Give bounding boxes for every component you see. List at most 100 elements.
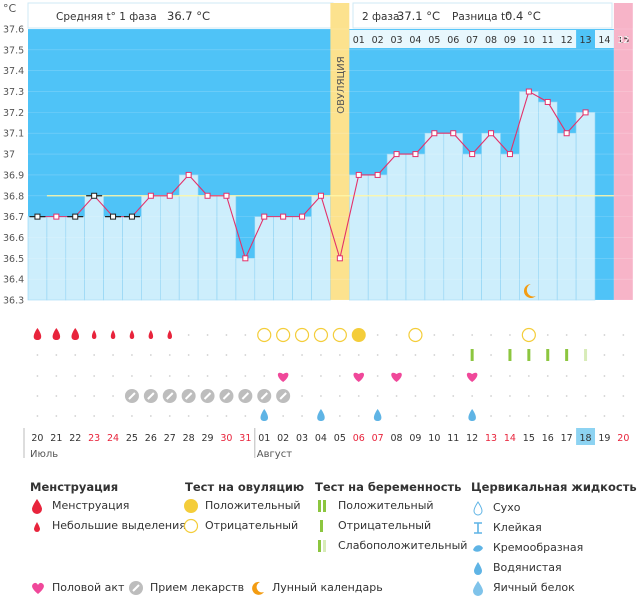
phase2-label: 2 фаза [362, 11, 399, 23]
row-dot [244, 334, 247, 336]
blood-drop-icon [32, 499, 42, 514]
row-dot [527, 375, 530, 377]
temp-point [393, 151, 400, 158]
row-dot [36, 354, 39, 356]
row-dot [509, 415, 511, 417]
calendar-date-label: 25 [126, 433, 138, 444]
temp-bar [141, 195, 161, 301]
row-dot [433, 395, 436, 397]
ovulation-header-cell [330, 3, 350, 29]
ovulation-negative-icon [276, 327, 291, 343]
temp-point [544, 98, 551, 105]
row-dot [301, 354, 303, 356]
calendar-date-label: 01 [258, 433, 270, 444]
calendar-date-label: 26 [145, 433, 157, 444]
luteal-day-label: 05 [428, 35, 440, 46]
legend-cervical-sticky-label: Клейкая [493, 521, 542, 534]
y-tick-label: 36.6 [3, 233, 24, 244]
luteal-day-label: 10 [523, 35, 535, 46]
row-dot [622, 375, 625, 377]
temp-point [374, 171, 381, 178]
pill-stroke [260, 392, 268, 400]
pill-icon [129, 581, 143, 595]
pregnancy-positive-icon [318, 500, 326, 512]
row-dot [36, 395, 39, 397]
row-dot [187, 415, 190, 417]
menstruation-icon [33, 328, 42, 340]
month-label: Август [257, 449, 292, 460]
temp-point [317, 192, 324, 199]
temp-point [488, 130, 495, 137]
heart-icon [466, 372, 478, 382]
row-dot [565, 395, 568, 397]
calendar-date-label: 29 [202, 433, 214, 444]
row-dot [338, 354, 341, 356]
row-dot [414, 354, 417, 356]
row-dot [187, 334, 190, 336]
row-dot [546, 334, 549, 336]
row-dot [433, 415, 436, 417]
calendar-date-label: 09 [409, 433, 421, 444]
row-dot [149, 415, 152, 417]
row-dot [509, 395, 511, 397]
pill-stroke [166, 392, 174, 400]
temp-point [525, 88, 532, 95]
menstruation-icon [71, 328, 79, 340]
temp-bar [575, 112, 596, 301]
row-dot [622, 354, 625, 356]
row-dot [546, 375, 549, 377]
ovulation-negative-icon [257, 327, 272, 343]
row-dot [622, 334, 625, 336]
temp-point [204, 192, 211, 199]
spotting-icon [148, 330, 154, 339]
y-tick-label: 37.1 [3, 129, 24, 140]
row-dot [584, 334, 587, 336]
row-dot [74, 354, 77, 356]
row-dot [527, 395, 530, 397]
row-dot [112, 415, 114, 417]
row-dot [584, 375, 587, 377]
row-dot [93, 415, 96, 417]
y-tick-label: 37 [3, 150, 15, 161]
legend-cervical-title: Цервикальная жидкость [471, 480, 637, 494]
row-dot [376, 375, 379, 377]
temp-bar [500, 153, 520, 301]
row-dot [206, 375, 209, 377]
row-dot [263, 354, 266, 356]
phase1-label: Средняя t° 1 фаза [56, 11, 157, 23]
luteal-day-label: 14 [598, 35, 610, 46]
ovulation-positive-icon [184, 499, 198, 513]
calendar-date-label: 07 [372, 433, 384, 444]
row-dot [168, 415, 171, 417]
calendar-date-label: 22 [69, 433, 81, 444]
row-dot [452, 334, 455, 336]
luteal-day-label: 09 [504, 35, 516, 46]
temp-point [336, 255, 343, 262]
legend-cervical-eggwhite-label: Яичный белок [493, 581, 575, 594]
row-dot [112, 375, 114, 377]
legend-menstruation-label: Менструация [52, 499, 130, 512]
temp-bar [84, 195, 104, 301]
pill-stroke [184, 392, 193, 400]
legend-intercourse-label: Половой акт [52, 581, 125, 594]
legend-pregnancy-negative-label: Отрицательный [338, 519, 432, 532]
pregnancy-positive-icon [546, 349, 550, 361]
row-dot [565, 375, 568, 377]
temp-point [34, 213, 41, 220]
row-dot [357, 415, 360, 417]
y-tick-label: 36.4 [3, 275, 24, 286]
row-dot [414, 395, 417, 397]
ovulation-negative-icon [332, 327, 347, 343]
row-dot [244, 354, 247, 356]
menstruation-icon [52, 328, 61, 340]
row-dot [149, 375, 152, 377]
row-dot [622, 415, 625, 417]
legend-ovulation-negative-label: Отрицательный [205, 519, 299, 532]
y-tick-label: 36.8 [3, 191, 24, 202]
row-dot [36, 375, 39, 377]
row-dot [131, 375, 133, 377]
row-dot [603, 354, 606, 356]
row-dot [74, 395, 77, 397]
calendar-date-label: 11 [447, 433, 459, 444]
